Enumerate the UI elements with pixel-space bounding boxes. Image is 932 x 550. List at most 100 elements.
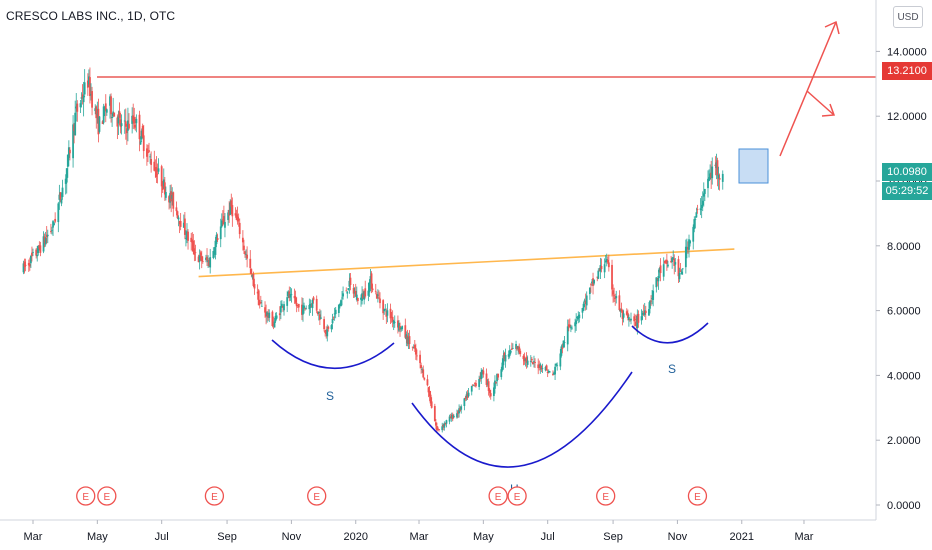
candle	[588, 287, 591, 300]
candle	[472, 384, 475, 387]
candle	[31, 246, 33, 262]
candle	[29, 254, 32, 269]
candle	[61, 179, 64, 200]
candle	[260, 299, 263, 307]
candle	[53, 221, 55, 226]
candle	[356, 297, 359, 305]
earnings-marker[interactable]: E	[76, 486, 96, 506]
candle	[577, 311, 580, 324]
candle	[507, 350, 510, 360]
candle	[679, 262, 682, 273]
candle	[576, 315, 579, 322]
candle	[304, 307, 307, 311]
candle	[710, 160, 713, 189]
candle	[630, 312, 632, 325]
earnings-marker[interactable]: E	[596, 486, 616, 506]
candle	[497, 373, 500, 381]
candle	[39, 241, 42, 257]
candle	[596, 276, 599, 282]
candle	[58, 184, 61, 210]
candle	[101, 120, 104, 125]
candle	[486, 379, 489, 387]
candle	[185, 230, 187, 247]
candle	[308, 298, 311, 316]
candle	[147, 144, 149, 163]
candle	[103, 105, 106, 117]
candle	[656, 278, 659, 287]
candle	[301, 297, 303, 321]
candle	[168, 195, 170, 210]
candle	[156, 163, 159, 184]
candle	[231, 197, 234, 227]
candle	[297, 303, 300, 312]
earnings-marker[interactable]: E	[687, 486, 708, 506]
candle	[311, 298, 314, 316]
candle	[714, 156, 717, 176]
candle	[526, 355, 529, 368]
currency-button[interactable]: USD	[893, 6, 923, 28]
candle	[221, 210, 224, 227]
candle	[501, 358, 504, 372]
candle	[611, 259, 613, 297]
candle	[128, 113, 130, 130]
x-tick-label: 2020	[343, 531, 367, 543]
earnings-marker[interactable]: E	[97, 486, 117, 506]
candle	[191, 232, 194, 252]
candle	[392, 319, 395, 331]
earnings-marker[interactable]: E	[507, 486, 527, 506]
candle	[37, 245, 40, 256]
candle	[310, 303, 313, 308]
candle	[246, 246, 249, 268]
earnings-marker[interactable]: E	[204, 486, 225, 506]
candle	[615, 290, 618, 304]
candle	[318, 308, 321, 326]
candle	[436, 422, 438, 433]
up-arrow	[779, 20, 840, 157]
candle	[662, 257, 665, 281]
candle	[556, 362, 559, 371]
candle	[127, 107, 129, 142]
candle	[28, 257, 31, 271]
candle	[294, 290, 297, 305]
candle	[282, 305, 284, 312]
candle	[199, 250, 202, 261]
candle	[75, 93, 78, 122]
candle	[148, 142, 150, 154]
candle	[364, 280, 367, 299]
candle	[562, 340, 565, 348]
candle	[205, 254, 207, 263]
candle	[324, 329, 327, 337]
earnings-marker[interactable]: E	[307, 486, 327, 506]
pattern-drawings	[271, 20, 840, 468]
candle	[648, 302, 650, 316]
candle	[79, 99, 82, 113]
candle	[348, 273, 351, 294]
candle	[401, 325, 404, 331]
candle	[650, 295, 652, 306]
candle	[273, 317, 276, 328]
candle	[175, 201, 178, 216]
candle	[325, 326, 328, 339]
candle	[438, 428, 440, 432]
candle	[278, 306, 281, 321]
earnings-marker-label: E	[694, 492, 701, 503]
candle	[131, 107, 134, 134]
candle	[444, 422, 447, 426]
candle	[112, 97, 115, 118]
candle	[390, 312, 393, 323]
candle	[626, 309, 629, 321]
candle	[559, 348, 562, 371]
candle	[583, 298, 586, 308]
earnings-marker[interactable]: E	[488, 486, 508, 506]
candle	[495, 381, 497, 385]
candle	[213, 246, 216, 258]
candle	[354, 283, 357, 297]
candle	[534, 358, 536, 368]
candle	[220, 213, 223, 228]
candle	[110, 93, 112, 123]
candle	[593, 279, 595, 286]
candle	[339, 302, 341, 309]
candle	[222, 205, 225, 225]
